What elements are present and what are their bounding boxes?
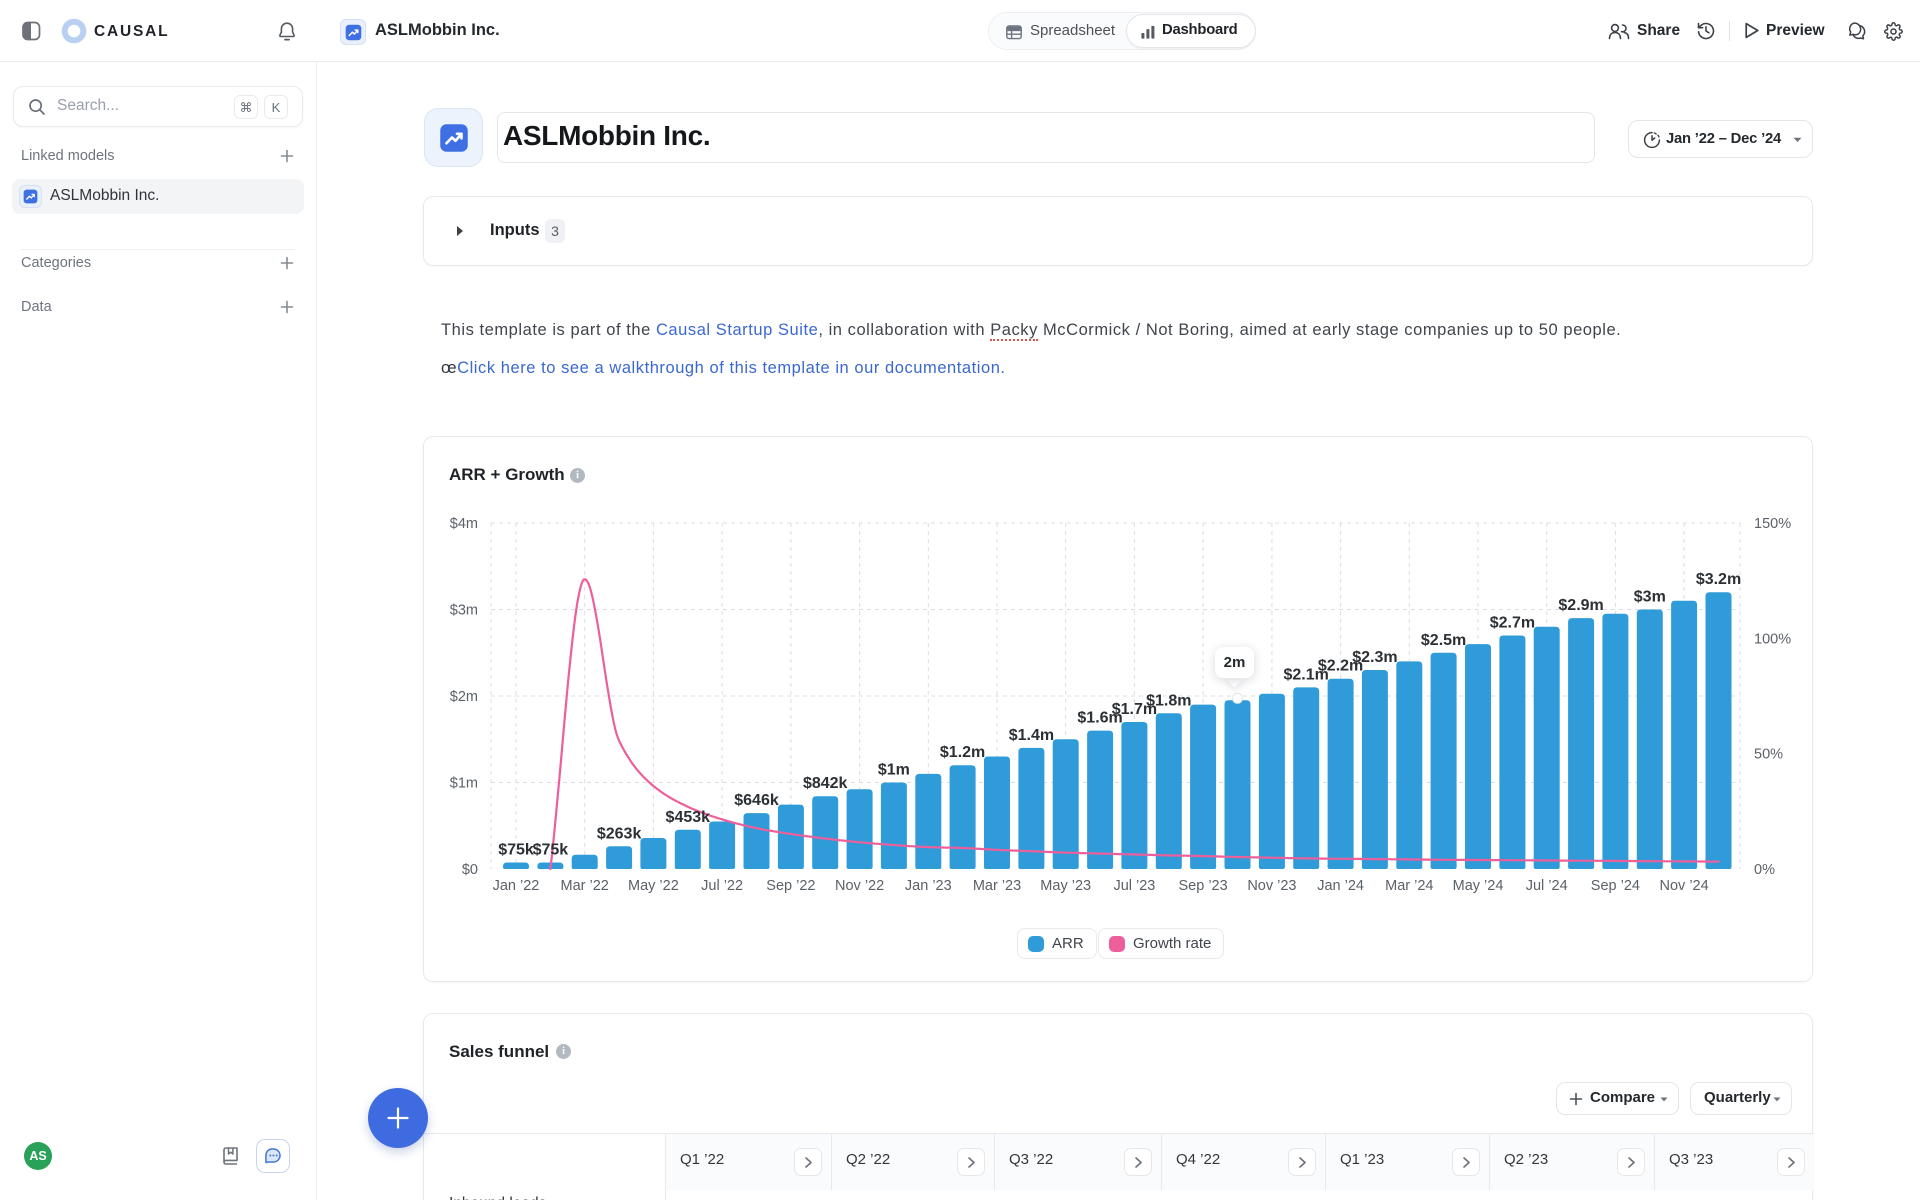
svg-text:$2.7m: $2.7m <box>1490 615 1535 632</box>
svg-text:Jul ’24: Jul ’24 <box>1526 878 1568 894</box>
svg-text:Nov ’22: Nov ’22 <box>835 878 884 894</box>
svg-text:Mar ’24: Mar ’24 <box>1385 878 1433 894</box>
svg-text:$2.9m: $2.9m <box>1558 597 1603 614</box>
svg-text:$646k: $646k <box>734 792 779 809</box>
svg-text:May ’24: May ’24 <box>1453 878 1504 894</box>
svg-text:$453k: $453k <box>666 809 711 826</box>
svg-text:$75k: $75k <box>498 842 534 859</box>
svg-text:Sep ’23: Sep ’23 <box>1179 878 1228 894</box>
svg-text:$1.4m: $1.4m <box>1009 727 1054 744</box>
svg-text:$2m: $2m <box>450 689 478 705</box>
svg-text:$2.3m: $2.3m <box>1352 649 1397 666</box>
svg-text:Jul ’23: Jul ’23 <box>1113 878 1155 894</box>
svg-text:$1.8m: $1.8m <box>1146 692 1191 709</box>
svg-text:$0: $0 <box>462 862 478 878</box>
svg-text:Jan ’23: Jan ’23 <box>905 878 952 894</box>
svg-text:May ’22: May ’22 <box>628 878 679 894</box>
svg-text:$263k: $263k <box>597 825 642 842</box>
svg-text:$2.2m: $2.2m <box>1318 658 1363 675</box>
svg-text:$1m: $1m <box>450 776 478 792</box>
svg-text:May ’23: May ’23 <box>1040 878 1091 894</box>
svg-text:$2.1m: $2.1m <box>1284 666 1329 683</box>
svg-text:Mar ’22: Mar ’22 <box>561 878 609 894</box>
svg-text:Nov ’24: Nov ’24 <box>1660 878 1709 894</box>
svg-text:100%: 100% <box>1754 631 1791 647</box>
svg-text:$3m: $3m <box>450 603 478 619</box>
svg-text:$1.2m: $1.2m <box>940 744 985 761</box>
svg-text:$2.5m: $2.5m <box>1421 632 1466 649</box>
svg-text:Sep ’24: Sep ’24 <box>1591 878 1640 894</box>
svg-text:0%: 0% <box>1754 862 1775 878</box>
svg-text:Nov ’23: Nov ’23 <box>1247 878 1296 894</box>
svg-text:$1.7m: $1.7m <box>1112 701 1157 718</box>
svg-text:Jan ’24: Jan ’24 <box>1317 878 1364 894</box>
svg-text:$4m: $4m <box>450 516 478 532</box>
svg-text:Sep ’22: Sep ’22 <box>766 878 815 894</box>
svg-text:$1m: $1m <box>878 762 910 779</box>
svg-text:Jan ’22: Jan ’22 <box>493 878 540 894</box>
svg-text:50%: 50% <box>1754 747 1783 763</box>
svg-text:150%: 150% <box>1754 516 1791 532</box>
svg-text:Jul ’22: Jul ’22 <box>701 878 743 894</box>
svg-text:$1.6m: $1.6m <box>1077 710 1122 727</box>
svg-text:$75k: $75k <box>533 842 569 859</box>
svg-text:$842k: $842k <box>803 775 848 792</box>
svg-text:$3.2m: $3.2m <box>1696 571 1741 588</box>
svg-text:Mar ’23: Mar ’23 <box>973 878 1021 894</box>
svg-text:$3m: $3m <box>1634 589 1666 606</box>
